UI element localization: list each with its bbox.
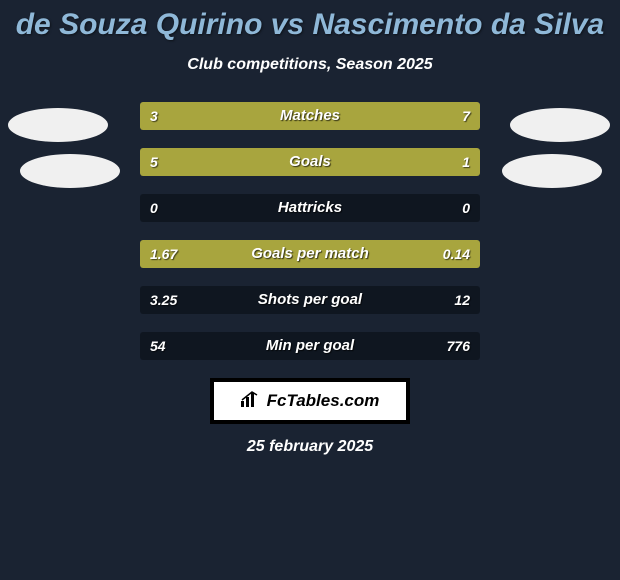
main-area: 3Matches7 5Goals1 0Hattricks0 1.67Goals per…	[0, 102, 620, 456]
value-right: 1	[462, 148, 470, 176]
subtitle: Club competitions, Season 2025	[0, 56, 620, 74]
brand-badge: FcTables.com	[210, 378, 410, 424]
stat-label: Goals	[140, 148, 480, 176]
chart-icon	[241, 391, 261, 412]
stats-list: 3Matches7 5Goals1 0Hattricks0 1.67Goals per…	[140, 102, 480, 360]
stat-row: 3Matches7	[140, 102, 480, 130]
stat-row: 3.25Shots per goal12	[140, 286, 480, 314]
stat-label: Shots per goal	[140, 286, 480, 314]
player-left-avatar-1	[8, 108, 108, 142]
player-right-avatar-1	[510, 108, 610, 142]
date-label: 25 february 2025	[0, 438, 620, 456]
value-right: 7	[462, 102, 470, 130]
stat-row: 54Min per goal776	[140, 332, 480, 360]
value-right: 776	[447, 332, 470, 360]
page-title: de Souza Quirino vs Nascimento da Silva	[0, 8, 620, 42]
brand-text: FcTables.com	[267, 391, 380, 411]
comparison-infographic: de Souza Quirino vs Nascimento da Silva …	[0, 0, 620, 456]
value-right: 12	[454, 286, 470, 314]
stat-row: 5Goals1	[140, 148, 480, 176]
stat-row: 1.67Goals per match0.14	[140, 240, 480, 268]
stat-label: Matches	[140, 102, 480, 130]
stat-label: Hattricks	[140, 194, 480, 222]
player-right-avatar-2	[502, 154, 602, 188]
stat-row: 0Hattricks0	[140, 194, 480, 222]
value-right: 0.14	[443, 240, 470, 268]
value-right: 0	[462, 194, 470, 222]
player-left-avatar-2	[20, 154, 120, 188]
stat-label: Goals per match	[140, 240, 480, 268]
stat-label: Min per goal	[140, 332, 480, 360]
